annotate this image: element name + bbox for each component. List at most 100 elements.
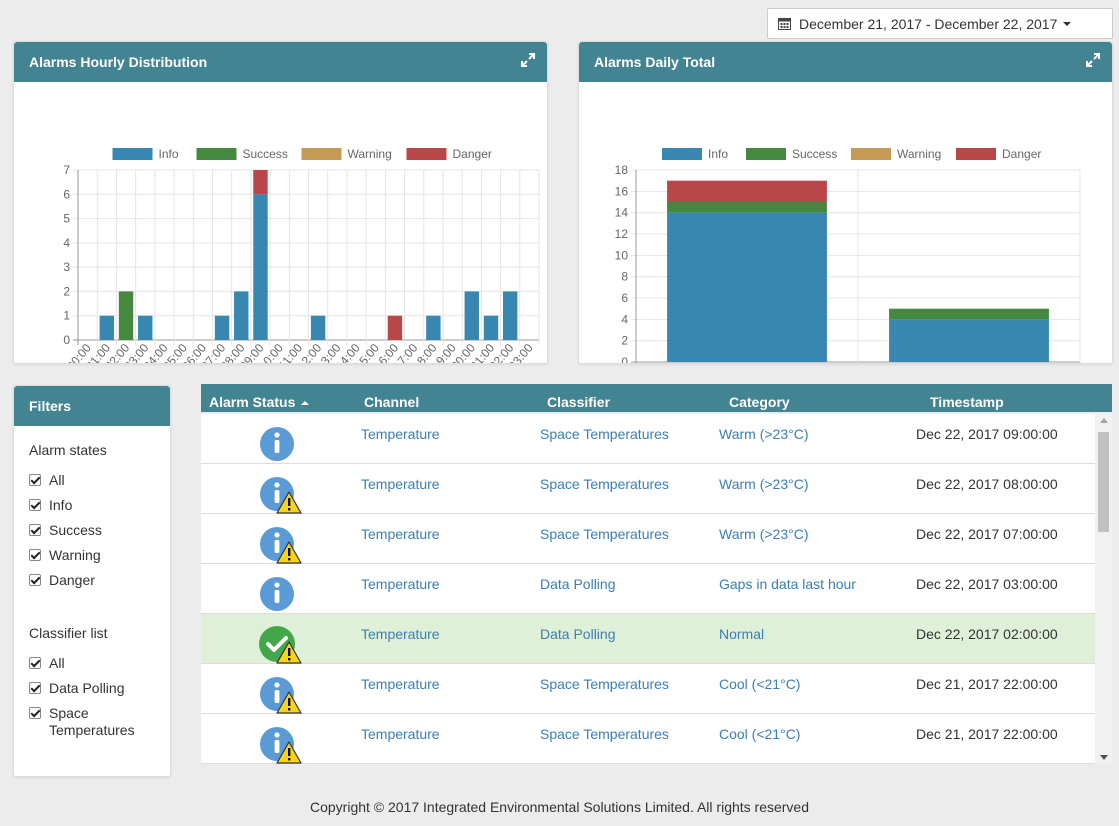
filters-title: Filters [29, 398, 72, 414]
classifier-link[interactable]: Space Temperatures [540, 426, 669, 442]
bar-danger[interactable] [253, 170, 268, 195]
channel-link[interactable]: Temperature [361, 426, 440, 442]
bar-success[interactable] [667, 202, 827, 213]
table-row[interactable]: Temperature Space Temperatures Cool (<21°C… [201, 714, 1095, 764]
legend-item[interactable]: Info [662, 147, 728, 161]
bar-info[interactable] [483, 315, 499, 340]
alarm-state-checkbox-row[interactable]: All [29, 472, 155, 489]
classifier-link[interactable]: Space Temperatures [540, 526, 669, 542]
column-header-timestamp[interactable]: Timestamp [930, 384, 1004, 412]
caret-down-icon [1063, 21, 1072, 26]
alarm-state-checkbox-row[interactable]: Warning [29, 547, 155, 564]
channel-link[interactable]: Temperature [361, 526, 440, 542]
classifier-link[interactable]: Space Temperatures [540, 676, 669, 692]
classifier-link[interactable]: Space Temperatures [540, 476, 669, 492]
classifier-checkbox-row[interactable]: Space Temperatures [29, 705, 155, 739]
bar-info[interactable] [253, 194, 268, 340]
timestamp-cell: Dec 21, 2017 22:00:00 [916, 676, 1058, 692]
column-header-category[interactable]: Category [729, 384, 790, 412]
category-link[interactable]: Normal [719, 626, 765, 642]
category-link[interactable]: Warm (>23°C) [719, 476, 809, 492]
table-row[interactable]: Temperature Space Temperatures Warm (>23°C… [201, 414, 1095, 464]
bar-info[interactable] [426, 315, 441, 340]
column-header-classifier[interactable]: Classifier [547, 384, 610, 412]
expand-icon[interactable] [521, 53, 535, 67]
column-header-alarm-status[interactable]: Alarm Status [209, 384, 310, 412]
checkbox[interactable] [29, 549, 41, 561]
timestamp-cell: Dec 22, 2017 03:00:00 [916, 576, 1058, 592]
panel-header: Filters [14, 386, 170, 426]
bar-info[interactable] [234, 291, 249, 340]
checkbox[interactable] [29, 499, 41, 511]
category-link[interactable]: Gaps in data last hour [719, 576, 856, 592]
checkbox[interactable] [29, 574, 41, 586]
alarm-state-checkbox-row[interactable]: Danger [29, 572, 155, 589]
checkbox[interactable] [29, 707, 41, 719]
expand-icon[interactable] [1086, 53, 1100, 67]
bar-info[interactable] [214, 315, 230, 340]
bar-info[interactable] [502, 291, 518, 340]
bar-danger[interactable] [387, 315, 403, 340]
classifier-link[interactable]: Data Polling [540, 626, 616, 642]
legend-item[interactable]: Success [746, 147, 837, 161]
bar-danger[interactable] [667, 180, 827, 202]
classifier-checkbox-row[interactable]: Data Polling [29, 680, 155, 697]
channel-link[interactable]: Temperature [361, 676, 440, 692]
legend-label: Success [243, 147, 288, 161]
checkbox[interactable] [29, 474, 41, 486]
classifier-link[interactable]: Space Temperatures [540, 726, 669, 742]
channel-link[interactable]: Temperature [361, 576, 440, 592]
table-row[interactable]: Temperature Space Temperatures Cool (<21°C… [201, 664, 1095, 714]
checkbox-label: Danger [49, 572, 95, 588]
category-link[interactable]: Warm (>23°C) [719, 426, 809, 442]
legend-item[interactable]: Danger [406, 147, 492, 161]
alarm-state-checkbox-row[interactable]: Info [29, 497, 155, 514]
classifier-checkbox-row[interactable]: All [29, 655, 155, 672]
channel-cell: Temperature [361, 726, 440, 742]
channel-link[interactable]: Temperature [361, 726, 440, 742]
checkbox[interactable] [29, 657, 41, 669]
timestamp-cell: Dec 22, 2017 02:00:00 [916, 626, 1058, 642]
classifier-cell: Space Temperatures [540, 726, 669, 742]
table-row[interactable]: Temperature Space Temperatures Warm (>23°C… [201, 514, 1095, 564]
checkbox-label: All [49, 472, 65, 488]
success-status-icon [259, 626, 302, 664]
legend-item[interactable]: Success [196, 147, 288, 161]
legend-item[interactable]: Danger [956, 147, 1041, 161]
bar-success[interactable] [118, 291, 134, 340]
hourly-distribution-panel: Alarms Hourly Distribution Info Success Wa… [13, 41, 548, 364]
scrollbar-thumb[interactable] [1098, 432, 1109, 532]
category-link[interactable]: Warm (>23°C) [719, 526, 809, 542]
classifier-link[interactable]: Data Polling [540, 576, 616, 592]
filters-panel: Filters Alarm states All Info Success Warni… [13, 385, 171, 777]
scroll-up-icon[interactable] [1100, 418, 1108, 423]
table-row[interactable]: Temperature Data Polling Gaps in data last… [201, 564, 1095, 614]
checkbox[interactable] [29, 524, 41, 536]
category-link[interactable]: Cool (<21°C) [719, 726, 801, 742]
column-header-label: Channel [364, 394, 420, 410]
channel-link[interactable]: Temperature [361, 476, 440, 492]
legend-item[interactable]: Warning [851, 147, 941, 161]
channel-link[interactable]: Temperature [361, 626, 440, 642]
table-row[interactable]: Temperature Space Temperatures Warm (>23°C… [201, 464, 1095, 514]
bar-info[interactable] [889, 319, 1049, 362]
table-row[interactable]: Temperature Data Polling Normal Dec 22, 201… [201, 614, 1095, 664]
bar-success[interactable] [889, 308, 1049, 320]
legend-item[interactable]: Info [112, 147, 179, 161]
classifier-cell: Data Polling [540, 576, 616, 592]
date-range-picker[interactable]: December 21, 2017 - December 22, 2017 [767, 8, 1113, 39]
bar-info[interactable] [667, 212, 827, 362]
alarm-state-checkbox-row[interactable]: Success [29, 522, 155, 539]
checkbox[interactable] [29, 682, 41, 694]
bar-info[interactable] [99, 315, 115, 340]
category-cell: Warm (>23°C) [719, 426, 808, 442]
bar-info[interactable] [310, 315, 326, 340]
scroll-down-icon[interactable] [1100, 755, 1108, 760]
category-link[interactable]: Cool (<21°C) [719, 676, 801, 692]
column-header-channel[interactable]: Channel [364, 384, 419, 412]
legend-item[interactable]: Warning [301, 147, 392, 161]
table-scrollbar[interactable] [1095, 414, 1112, 764]
bar-info[interactable] [464, 291, 479, 340]
y-tick-label: 2 [621, 334, 628, 348]
bar-info[interactable] [138, 315, 153, 340]
